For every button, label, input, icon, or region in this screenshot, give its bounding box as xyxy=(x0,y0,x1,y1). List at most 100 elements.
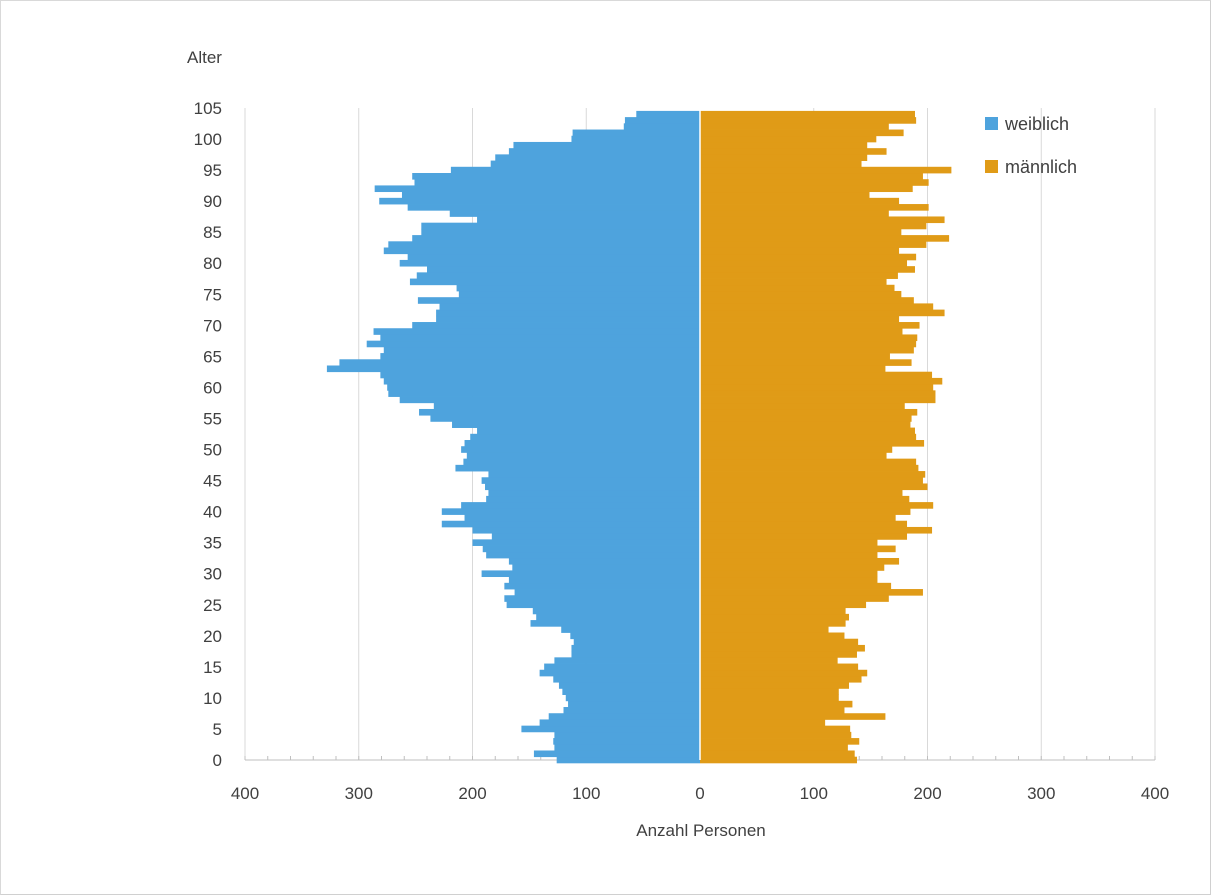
legend-swatch-maennlich xyxy=(985,160,998,173)
bar-weiblich-56 xyxy=(419,408,700,416)
bar-weiblich-85 xyxy=(421,228,700,236)
bar-weiblich-20 xyxy=(570,632,700,640)
bar-maennlich-40 xyxy=(700,508,911,515)
y-tick-label: 65 xyxy=(203,347,222,366)
bar-maennlich-35 xyxy=(700,539,878,546)
bar-maennlich-62 xyxy=(700,371,933,379)
bar-maennlich-38 xyxy=(700,520,908,528)
bar-maennlich-50 xyxy=(700,446,893,453)
bar-weiblich-93 xyxy=(414,179,700,186)
bar-maennlich-22 xyxy=(700,620,846,627)
bar-maennlich-23 xyxy=(700,613,850,621)
bar-maennlich-12 xyxy=(700,682,850,689)
bar-weiblich-2 xyxy=(554,744,700,751)
bar-weiblich-9 xyxy=(568,700,700,708)
bar-weiblich-69 xyxy=(373,328,700,335)
x-tick-label: 100 xyxy=(572,784,600,803)
bar-weiblich-33 xyxy=(486,551,700,559)
bar-weiblich-32 xyxy=(508,557,700,565)
bar-maennlich-85 xyxy=(700,228,902,236)
bar-maennlich-92 xyxy=(700,185,913,193)
y-tick-label: 70 xyxy=(203,316,222,335)
x-tick-label: 400 xyxy=(1141,784,1169,803)
bar-weiblich-40 xyxy=(441,508,700,515)
bar-maennlich-5 xyxy=(700,725,851,733)
bar-maennlich-61 xyxy=(700,377,943,385)
x-tick-label: 400 xyxy=(231,784,259,803)
bar-weiblich-37 xyxy=(472,526,700,534)
bar-maennlich-43 xyxy=(700,489,903,497)
bar-maennlich-82 xyxy=(700,247,900,255)
bar-weiblich-79 xyxy=(427,266,700,273)
bar-maennlich-13 xyxy=(700,675,862,683)
bar-weiblich-61 xyxy=(383,377,700,385)
y-tick-label: 30 xyxy=(203,565,222,584)
bar-maennlich-26 xyxy=(700,595,889,602)
bar-weiblich-92 xyxy=(374,185,700,193)
bar-weiblich-76 xyxy=(456,284,700,292)
bar-weiblich-26 xyxy=(504,595,700,602)
bar-maennlich-10 xyxy=(700,694,839,702)
bar-maennlich-21 xyxy=(700,626,829,633)
bar-weiblich-1 xyxy=(533,750,700,758)
y-tick-label: 45 xyxy=(203,472,222,491)
legend-label-maennlich: männlich xyxy=(1005,157,1077,177)
bar-maennlich-89 xyxy=(700,204,929,211)
bar-maennlich-68 xyxy=(700,334,918,342)
bar-maennlich-66 xyxy=(700,346,914,354)
bar-weiblich-5 xyxy=(521,725,700,733)
bar-weiblich-49 xyxy=(466,452,700,460)
bars xyxy=(326,104,952,764)
bar-maennlich-28 xyxy=(700,582,892,590)
bar-maennlich-48 xyxy=(700,458,917,466)
y-tick-label: 85 xyxy=(203,223,222,242)
bar-weiblich-88 xyxy=(449,210,700,217)
bar-weiblich-4 xyxy=(554,731,700,739)
bar-maennlich-71 xyxy=(700,315,900,323)
bar-weiblich-73 xyxy=(439,303,700,311)
bar-weiblich-0 xyxy=(556,756,700,764)
y-tick-label: 15 xyxy=(203,658,222,677)
bar-weiblich-45 xyxy=(481,477,700,484)
bar-maennlich-1 xyxy=(700,750,855,758)
bar-maennlich-46 xyxy=(700,471,926,478)
bar-maennlich-47 xyxy=(700,464,919,472)
y-tick-label: 75 xyxy=(203,285,222,304)
bar-maennlich-19 xyxy=(700,638,859,646)
bar-weiblich-52 xyxy=(470,433,700,441)
bar-weiblich-41 xyxy=(461,502,700,509)
bar-weiblich-70 xyxy=(412,322,700,329)
bar-weiblich-13 xyxy=(553,675,700,683)
bar-weiblich-54 xyxy=(452,421,700,428)
bar-maennlich-17 xyxy=(700,651,857,658)
bar-maennlich-67 xyxy=(700,340,917,348)
bar-maennlich-86 xyxy=(700,222,927,230)
bar-weiblich-71 xyxy=(436,315,700,323)
bar-weiblich-3 xyxy=(553,738,700,745)
bar-weiblich-46 xyxy=(488,471,700,478)
y-tick-label: 105 xyxy=(194,99,222,118)
bar-weiblich-75 xyxy=(458,290,700,298)
bar-weiblich-59 xyxy=(388,390,700,397)
bar-weiblich-17 xyxy=(571,651,700,658)
bar-weiblich-47 xyxy=(455,464,700,472)
y-tick-label: 100 xyxy=(194,130,222,149)
bar-weiblich-30 xyxy=(481,570,700,578)
y-axis-title: Alter xyxy=(187,48,222,67)
bar-maennlich-39 xyxy=(700,514,896,522)
bar-maennlich-42 xyxy=(700,495,910,503)
bar-maennlich-2 xyxy=(700,744,848,751)
bar-maennlich-29 xyxy=(700,576,878,584)
bar-maennlich-15 xyxy=(700,663,859,671)
bar-maennlich-36 xyxy=(700,533,908,540)
bar-maennlich-102 xyxy=(700,123,889,130)
bar-weiblich-29 xyxy=(508,576,700,584)
bar-weiblich-83 xyxy=(388,241,700,248)
y-tick-label: 25 xyxy=(203,596,222,615)
bar-weiblich-58 xyxy=(399,396,700,404)
y-tick-label: 80 xyxy=(203,254,222,273)
bar-maennlich-20 xyxy=(700,632,845,640)
bar-weiblich-77 xyxy=(409,278,700,286)
bar-maennlich-53 xyxy=(700,427,915,435)
bar-weiblich-97 xyxy=(495,154,700,161)
